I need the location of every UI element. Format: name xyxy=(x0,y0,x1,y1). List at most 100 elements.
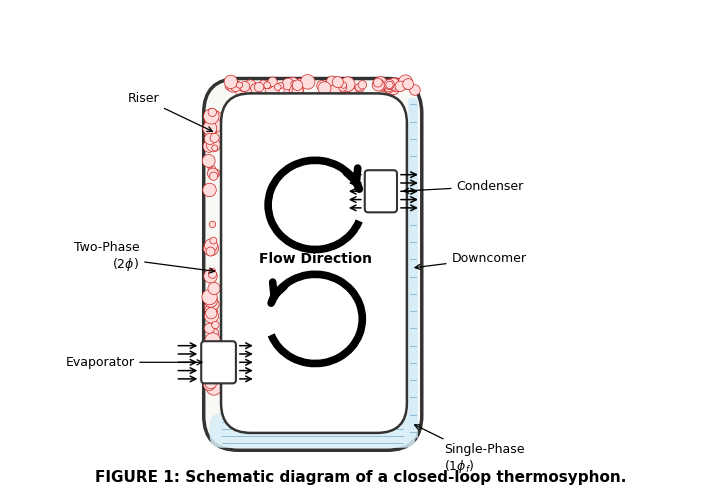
Circle shape xyxy=(393,81,402,90)
Circle shape xyxy=(376,81,388,91)
Circle shape xyxy=(384,79,395,90)
Text: FIGURE 1: Schematic diagram of a closed-loop thermosyphon.: FIGURE 1: Schematic diagram of a closed-… xyxy=(95,470,626,485)
Circle shape xyxy=(210,296,217,302)
Circle shape xyxy=(229,79,238,88)
Circle shape xyxy=(208,135,219,146)
Circle shape xyxy=(209,221,216,228)
Circle shape xyxy=(265,80,273,88)
Circle shape xyxy=(286,77,300,91)
Circle shape xyxy=(212,321,219,329)
Circle shape xyxy=(207,118,222,133)
Circle shape xyxy=(385,81,393,89)
Circle shape xyxy=(251,84,261,94)
Circle shape xyxy=(210,134,219,143)
Circle shape xyxy=(204,239,218,252)
Circle shape xyxy=(208,108,216,116)
Circle shape xyxy=(372,79,385,91)
Circle shape xyxy=(235,83,249,97)
Circle shape xyxy=(208,299,219,310)
FancyBboxPatch shape xyxy=(204,79,422,450)
Circle shape xyxy=(212,169,220,177)
Circle shape xyxy=(208,165,216,173)
Circle shape xyxy=(343,84,355,96)
Circle shape xyxy=(349,88,357,95)
Circle shape xyxy=(209,345,217,352)
Circle shape xyxy=(325,79,336,90)
Circle shape xyxy=(300,75,315,89)
Circle shape xyxy=(203,141,215,152)
Circle shape xyxy=(206,138,220,152)
Circle shape xyxy=(338,83,347,91)
Circle shape xyxy=(403,79,413,90)
Circle shape xyxy=(358,81,366,89)
Circle shape xyxy=(204,133,216,145)
Circle shape xyxy=(210,341,216,348)
Circle shape xyxy=(206,376,215,385)
Circle shape xyxy=(282,78,294,90)
Circle shape xyxy=(237,82,243,88)
Circle shape xyxy=(373,78,383,87)
Circle shape xyxy=(239,84,248,92)
FancyBboxPatch shape xyxy=(365,170,397,212)
FancyBboxPatch shape xyxy=(201,341,236,384)
FancyBboxPatch shape xyxy=(221,93,407,433)
Circle shape xyxy=(225,82,233,90)
Circle shape xyxy=(206,367,215,376)
Circle shape xyxy=(355,84,362,91)
Text: Downcomer: Downcomer xyxy=(415,251,526,270)
Circle shape xyxy=(205,116,218,129)
Circle shape xyxy=(203,121,217,135)
Text: Condenser: Condenser xyxy=(404,180,524,193)
Circle shape xyxy=(208,282,220,294)
Circle shape xyxy=(211,170,218,177)
Circle shape xyxy=(410,85,420,95)
Circle shape xyxy=(244,80,257,93)
Text: Single-Phase
$(1\phi_f)$: Single-Phase $(1\phi_f)$ xyxy=(415,425,524,475)
Circle shape xyxy=(388,78,399,90)
Text: Flow Direction: Flow Direction xyxy=(259,253,372,267)
Circle shape xyxy=(204,294,218,307)
Circle shape xyxy=(212,145,218,151)
Circle shape xyxy=(204,270,217,283)
Circle shape xyxy=(227,81,234,89)
Circle shape xyxy=(326,76,338,88)
Circle shape xyxy=(388,83,399,95)
FancyBboxPatch shape xyxy=(409,98,418,438)
Circle shape xyxy=(245,88,251,94)
Circle shape xyxy=(317,81,327,91)
Circle shape xyxy=(318,82,331,95)
Circle shape xyxy=(204,241,218,256)
Circle shape xyxy=(399,75,413,89)
Text: Two-Phase
$(2\phi)$: Two-Phase $(2\phi)$ xyxy=(74,241,214,273)
Circle shape xyxy=(265,84,279,97)
Circle shape xyxy=(383,79,394,90)
Circle shape xyxy=(210,127,216,134)
Circle shape xyxy=(203,183,216,197)
Circle shape xyxy=(274,84,281,90)
Circle shape xyxy=(207,168,218,179)
Circle shape xyxy=(209,172,218,180)
Circle shape xyxy=(382,84,389,92)
Circle shape xyxy=(395,81,406,92)
Circle shape xyxy=(206,307,217,319)
Circle shape xyxy=(230,81,241,92)
Circle shape xyxy=(205,130,213,139)
Circle shape xyxy=(205,377,217,389)
Circle shape xyxy=(210,237,217,244)
Circle shape xyxy=(202,289,217,305)
Circle shape xyxy=(329,85,340,96)
Circle shape xyxy=(264,82,270,89)
Circle shape xyxy=(204,108,219,124)
Circle shape xyxy=(205,333,220,348)
Circle shape xyxy=(338,88,345,95)
Circle shape xyxy=(356,84,364,92)
Circle shape xyxy=(206,247,215,256)
Circle shape xyxy=(204,323,215,333)
Circle shape xyxy=(204,378,216,391)
Circle shape xyxy=(289,84,304,98)
Circle shape xyxy=(205,305,215,315)
Circle shape xyxy=(332,77,343,88)
Circle shape xyxy=(340,77,355,92)
Circle shape xyxy=(224,75,237,89)
Circle shape xyxy=(390,78,401,90)
